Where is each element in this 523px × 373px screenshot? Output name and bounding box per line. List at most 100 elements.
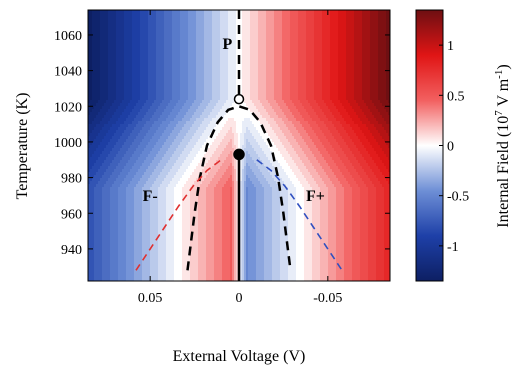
heatmap-cell	[146, 70, 149, 74]
heatmap-cell	[146, 139, 149, 143]
heatmap-cell	[152, 76, 155, 80]
heatmap-cell	[154, 193, 157, 197]
heatmap-cell	[94, 25, 97, 29]
heatmap-cell	[138, 235, 141, 239]
heatmap-cell	[134, 184, 137, 188]
heatmap-cell	[88, 262, 91, 266]
heatmap-cell	[146, 199, 149, 203]
heatmap-cell	[158, 70, 161, 74]
heatmap-cell	[98, 34, 101, 38]
heatmap-cell	[114, 76, 117, 80]
heatmap-cell	[148, 265, 151, 269]
heatmap-cell	[110, 91, 113, 95]
heatmap-cell	[102, 103, 105, 107]
heatmap-cell	[136, 16, 139, 20]
heatmap-cell	[108, 163, 111, 167]
heatmap-cell	[110, 148, 113, 152]
heatmap-cell	[126, 55, 129, 59]
heatmap-cell	[144, 274, 147, 278]
heatmap-cell	[88, 214, 91, 218]
heatmap-cell	[136, 271, 139, 275]
heatmap-cell	[122, 160, 125, 164]
heatmap-cell	[126, 229, 129, 233]
heatmap-cell	[138, 10, 141, 14]
heatmap-cell	[90, 235, 93, 239]
heatmap-cell	[134, 157, 137, 161]
heatmap-cell	[128, 223, 131, 227]
heatmap-cell	[154, 142, 157, 146]
heatmap-cell	[126, 241, 129, 245]
heatmap-cell	[146, 238, 149, 242]
heatmap-cell	[98, 202, 101, 206]
heatmap-cell	[130, 277, 133, 281]
heatmap-cell	[100, 19, 103, 23]
heatmap-cell	[130, 28, 133, 32]
heatmap-cell	[128, 142, 131, 146]
heatmap-cell	[94, 118, 97, 122]
heatmap-cell	[92, 124, 95, 128]
heatmap-cell	[90, 46, 93, 50]
heatmap-cell	[136, 247, 139, 251]
heatmap-cell	[92, 112, 95, 116]
heatmap-cell	[154, 178, 157, 182]
heatmap-cell	[124, 79, 127, 83]
heatmap-cell	[114, 163, 117, 167]
heatmap-cell	[94, 19, 97, 23]
heatmap-cell	[116, 151, 119, 155]
heatmap-cell	[110, 145, 113, 149]
heatmap-cell	[104, 118, 107, 122]
heatmap-cell	[110, 256, 113, 260]
heatmap-cell	[98, 175, 101, 179]
heatmap-cell	[144, 256, 147, 260]
heatmap-cell	[118, 115, 121, 119]
heatmap-cell	[98, 244, 101, 248]
heatmap-cell	[130, 130, 133, 134]
heatmap-cell	[134, 241, 137, 245]
heatmap-cell	[154, 274, 157, 278]
heatmap-cell	[118, 274, 121, 278]
heatmap-cell	[154, 52, 157, 56]
heatmap-cell	[158, 64, 161, 68]
heatmap-cell	[122, 157, 125, 161]
heatmap-cell	[96, 100, 99, 104]
heatmap-cell	[150, 262, 153, 266]
heatmap-cell	[140, 43, 143, 47]
heatmap-cell	[138, 130, 141, 134]
heatmap-cell	[140, 118, 143, 122]
heatmap-cell	[112, 214, 115, 218]
heatmap-cell	[144, 19, 147, 23]
heatmap-cell	[156, 196, 159, 200]
heatmap-cell	[120, 202, 123, 206]
heatmap-cell	[100, 58, 103, 62]
heatmap-cell	[156, 70, 159, 74]
heatmap-cell	[92, 220, 95, 224]
heatmap-cell	[96, 61, 99, 65]
heatmap-cell	[102, 37, 105, 41]
heatmap-cell	[98, 76, 101, 80]
heatmap-cell	[122, 247, 125, 251]
heatmap-cell	[110, 100, 113, 104]
heatmap-cell	[142, 100, 145, 104]
heatmap-cell	[116, 106, 119, 110]
heatmap-cell	[112, 274, 115, 278]
heatmap-cell	[98, 91, 101, 95]
heatmap-cell	[94, 181, 97, 185]
heatmap-cell	[88, 76, 91, 80]
heatmap-cell	[128, 106, 131, 110]
heatmap-cell	[148, 229, 151, 233]
heatmap-cell	[152, 136, 155, 140]
heatmap-cell	[88, 73, 91, 77]
heatmap-cell	[104, 22, 107, 26]
heatmap-cell	[102, 64, 105, 68]
heatmap-cell	[108, 49, 111, 53]
heatmap-cell	[144, 262, 147, 266]
heatmap-cell	[144, 271, 147, 275]
heatmap-cell	[136, 175, 139, 179]
heatmap-cell	[116, 100, 119, 104]
heatmap-cell	[148, 79, 151, 83]
heatmap-cell	[112, 187, 115, 191]
heatmap-cell	[92, 205, 95, 209]
heatmap-cell	[152, 157, 155, 161]
heatmap-cell	[100, 217, 103, 221]
heatmap-cell	[134, 136, 137, 140]
